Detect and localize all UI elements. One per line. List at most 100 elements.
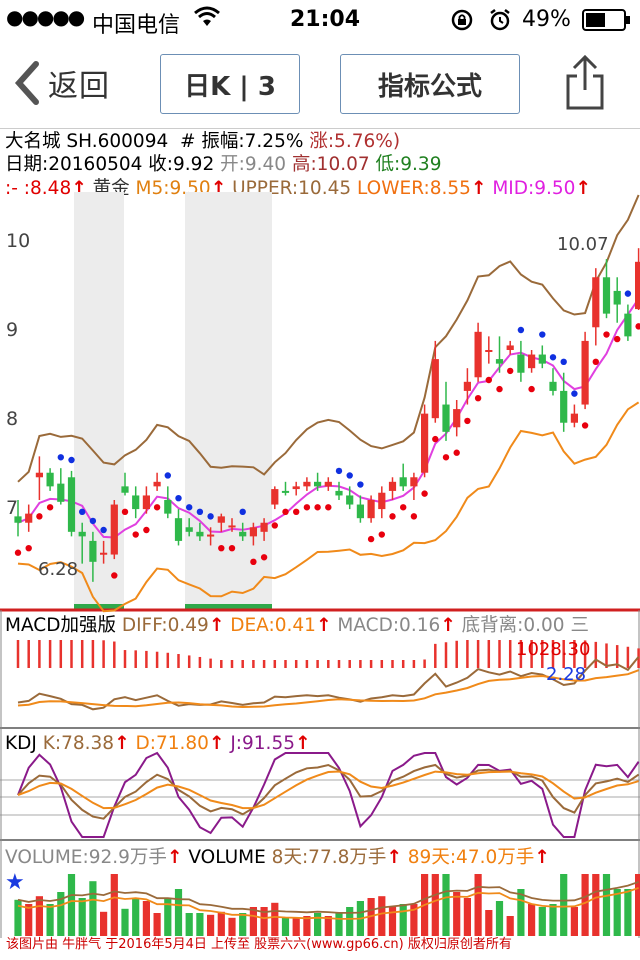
sar-dot	[271, 522, 278, 529]
kline-chart[interactable]	[0, 128, 640, 938]
low-value: 低:9.39	[375, 154, 442, 175]
formula-button[interactable]: 指标公式	[340, 54, 520, 114]
candle-body	[463, 381, 471, 391]
battery-percent: 49%	[522, 7, 571, 32]
back-button[interactable]: 返回	[14, 58, 110, 108]
volume-bar	[78, 898, 86, 936]
macd-name: MACD加强版	[5, 615, 116, 636]
sar-dot	[207, 513, 214, 520]
volume-ma89-line	[17, 887, 639, 920]
sar-dot	[250, 558, 257, 566]
footer-watermark: 该图片由 牛胖气 于2016年5月4日 上传至 股票六六(www.gp66.cn…	[6, 937, 512, 952]
candle-body	[624, 313, 632, 337]
highlight-band	[185, 192, 272, 610]
candle-body	[185, 527, 193, 532]
macd-dea: DEA:0.41	[230, 615, 316, 636]
sar-dot	[400, 504, 407, 511]
candle-body	[100, 552, 108, 555]
back-label: 返回	[48, 69, 110, 104]
macd-dea-line	[17, 669, 639, 709]
sar-dot	[421, 490, 428, 497]
volume-bar	[388, 907, 397, 936]
volume-bar	[314, 913, 322, 936]
sar-dot	[410, 513, 418, 520]
up-arrow: ↑	[114, 733, 130, 754]
candle-body	[67, 477, 76, 532]
candle-body	[346, 495, 354, 505]
macd-extra: 三	[570, 615, 589, 636]
volume-bar	[602, 874, 611, 936]
sar-dot	[111, 572, 118, 579]
sar-dot	[314, 504, 321, 511]
battery-icon	[582, 9, 632, 37]
up-arrow: ↑	[440, 615, 456, 636]
sar-dot	[549, 354, 557, 361]
up-arrow: ↑	[294, 733, 311, 754]
sar-dot	[496, 385, 503, 393]
rotation-lock-icon	[450, 8, 474, 38]
sar-dot	[442, 454, 450, 461]
volume-bar	[228, 917, 236, 936]
sar-dot	[517, 326, 525, 334]
volume-bar	[635, 874, 640, 936]
sar-dot	[239, 508, 246, 516]
sar-dot	[164, 472, 171, 479]
candle-body	[356, 504, 364, 519]
candle-body	[517, 354, 525, 373]
period-button[interactable]: 日K | 3	[160, 54, 300, 114]
kdj-legend: KDJ K:78.38↑ D:71.80↑ J:91.55↑	[5, 733, 311, 755]
volume-bar	[217, 911, 225, 936]
volume-legend: VOLUME:92.9万手↑ VOLUME 8天:77.8万手↑ 89天:47.…	[5, 847, 550, 869]
sar-dot	[603, 331, 610, 338]
volume-bar	[560, 874, 568, 936]
up-arrow: ↑	[386, 847, 402, 868]
nav-bar: 返回 日K | 3 指标公式	[0, 40, 640, 129]
chevron-left-icon	[14, 61, 39, 105]
amplitude: 振幅:7.25%	[201, 131, 304, 152]
candle-body	[335, 490, 343, 496]
sar-dot	[571, 390, 578, 397]
volume-bar	[153, 913, 161, 936]
candle-body	[78, 531, 86, 537]
sar-dot	[507, 367, 514, 375]
sar-dot	[432, 435, 439, 443]
kdj-name: KDJ	[5, 733, 37, 754]
candle-body	[431, 359, 439, 419]
volume-bar	[35, 896, 43, 936]
sar-dot	[581, 422, 589, 429]
low-marker: 6.28	[38, 559, 79, 580]
kdj-k-line	[17, 763, 640, 820]
band-marker	[74, 604, 124, 610]
candle-body	[142, 495, 150, 510]
candle-body	[560, 390, 568, 423]
sar-dot	[325, 504, 332, 511]
candle-body	[506, 345, 514, 350]
volume-bar	[174, 889, 183, 936]
sar-dot	[346, 472, 353, 479]
sar-dot	[614, 335, 621, 343]
kdj-j: J:91.55	[230, 733, 295, 754]
sar-dot	[453, 449, 460, 456]
candle-body	[249, 527, 257, 537]
sar-dot	[367, 535, 375, 543]
sar-dot	[389, 513, 396, 520]
candle-body	[410, 477, 418, 487]
sar-dot	[528, 385, 535, 393]
candle-body	[260, 522, 268, 532]
candle-body	[110, 504, 118, 555]
volume-bar	[474, 874, 482, 936]
upper-band-line	[17, 194, 640, 483]
candle-body	[324, 481, 332, 487]
candle-body	[281, 490, 290, 493]
volume-bar	[46, 904, 54, 936]
candle-body	[196, 531, 204, 537]
sar-dot	[560, 358, 567, 366]
change: 涨:5.76%)	[309, 131, 401, 152]
candle-body	[388, 481, 397, 491]
sar-dot	[378, 531, 385, 538]
wifi-icon	[194, 6, 220, 34]
volume-bar	[431, 874, 439, 936]
macd-diff: DIFF:0.49	[121, 615, 209, 636]
share-button[interactable]	[560, 54, 610, 112]
kdj-k: K:78.38	[42, 733, 115, 754]
